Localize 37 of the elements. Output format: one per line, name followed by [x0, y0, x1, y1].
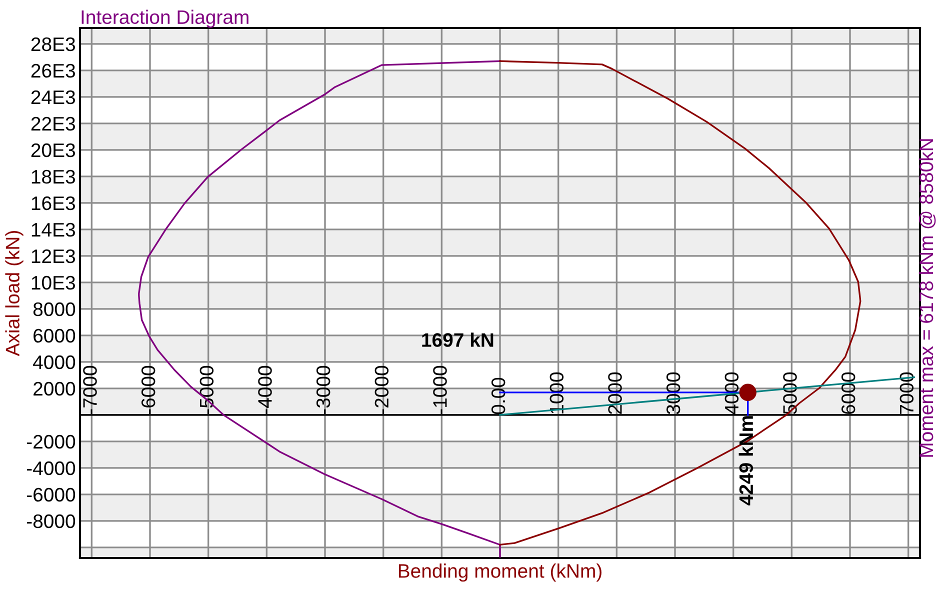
x-tick-label: -1000: [433, 366, 447, 414]
y-tick-label: 8000: [33, 302, 76, 316]
x-tick-label: 3000: [666, 372, 680, 414]
annotation: Moment max = 6178 kNm @ 8580kN: [918, 139, 936, 457]
y-tick-label: 6000: [34, 328, 76, 343]
y-tick-label: -6000: [26, 488, 76, 502]
y-tick-label: 14E3: [32, 222, 75, 237]
x-tick-label: 7000: [900, 372, 914, 414]
annotation: 1697 kN: [422, 332, 494, 347]
x-tick-label: -6000: [141, 366, 156, 414]
x-tick-label: -5000: [200, 366, 214, 414]
y-tick-label: 18E3: [32, 170, 75, 184]
x-tick-label: 0.00: [491, 378, 506, 414]
y-tick-label: -2000: [26, 434, 76, 449]
x-tick-label: -2000: [374, 366, 389, 414]
y-tick-label: 10E3: [32, 276, 75, 290]
x-axis-title: Bending moment (kNm): [398, 564, 602, 582]
y-tick-label: 16E3: [32, 196, 75, 210]
y-tick-label: 24E3: [31, 90, 75, 104]
y-tick-label: 4000: [33, 355, 76, 370]
chart-title: Interaction Diagram: [82, 10, 248, 28]
x-tick-label: -4000: [258, 366, 272, 414]
y-tick-label: 22E3: [31, 116, 75, 131]
y-axis-title: Axial load (kN): [5, 230, 24, 356]
annotation: 4249 kNm: [738, 416, 754, 506]
y-tick-label: -8000: [26, 514, 76, 528]
y-tick-label: -4000: [26, 461, 76, 476]
x-tick-label: -7000: [83, 366, 97, 414]
y-tick-label: 20E3: [31, 143, 75, 158]
x-tick-label: 5000: [783, 372, 797, 414]
x-tick-label: 2000: [608, 372, 622, 414]
x-tick-label: -3000: [316, 366, 330, 414]
y-tick-label: 12E3: [32, 249, 75, 264]
x-tick-label: 4000: [724, 372, 739, 414]
y-tick-label: 28E3: [31, 37, 75, 52]
y-tick-label: 26E3: [31, 64, 75, 78]
x-tick-label: 6000: [841, 372, 856, 414]
